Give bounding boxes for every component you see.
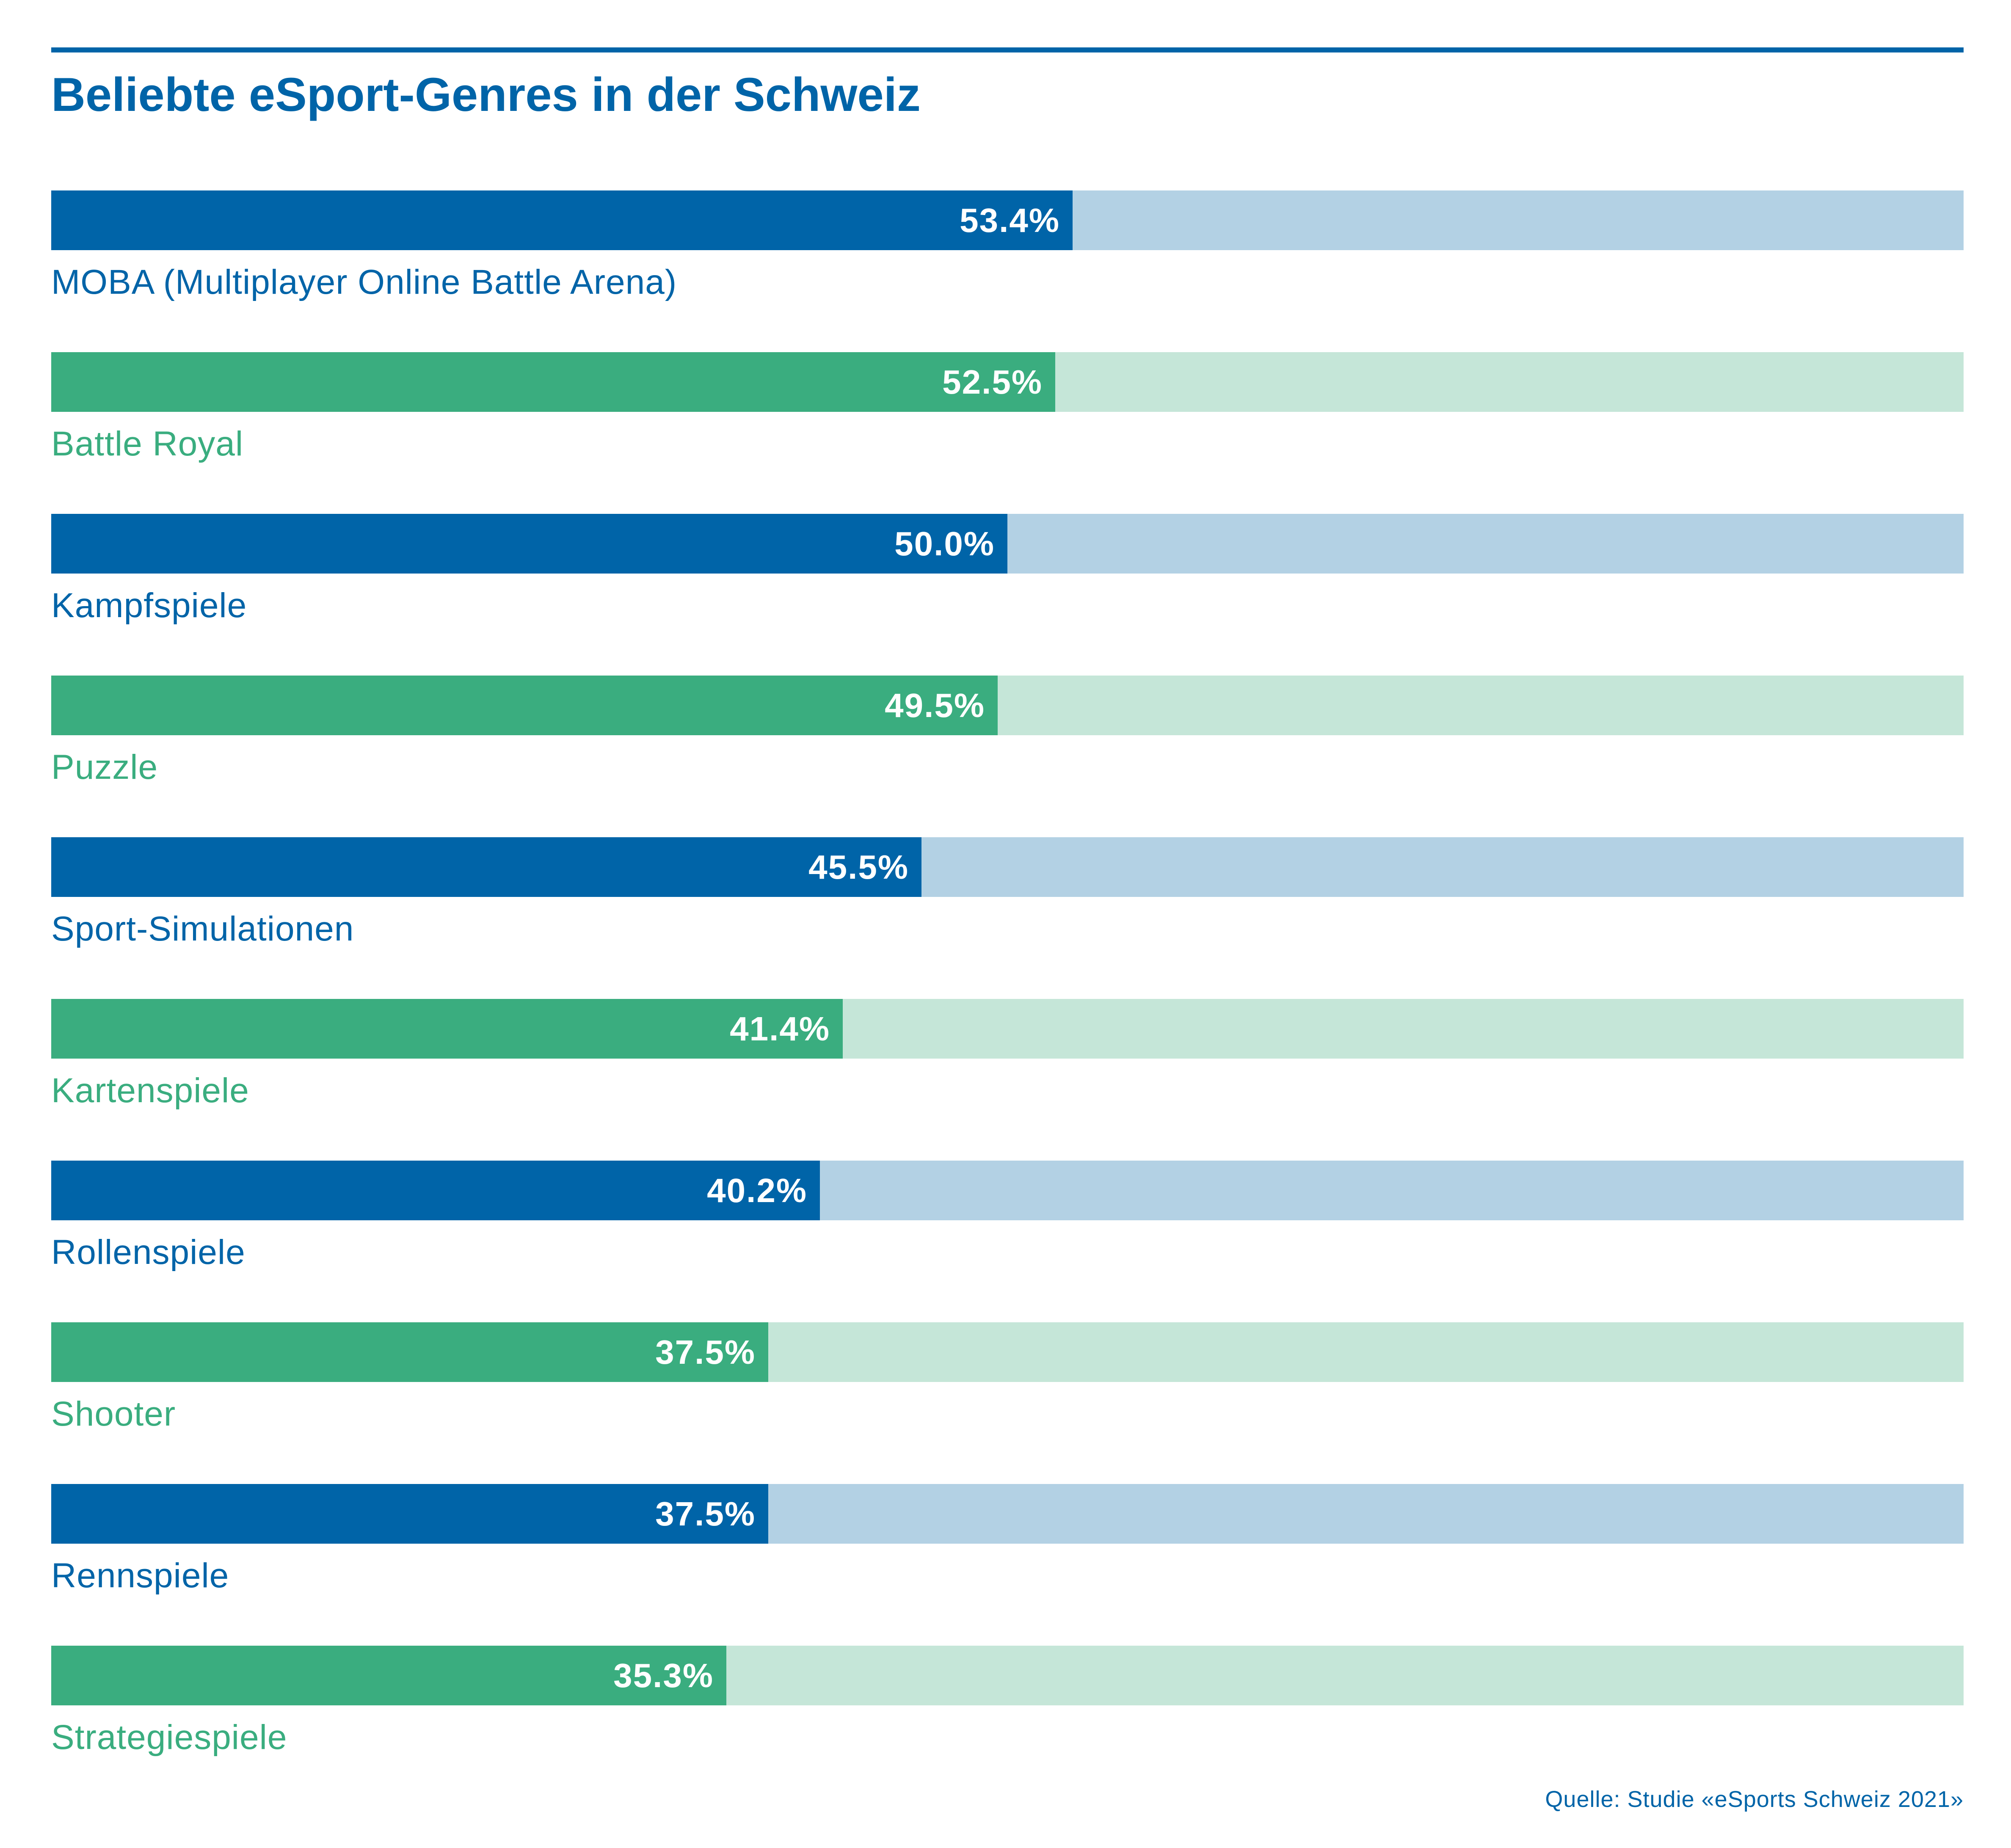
category-label: Strategiespiele: [51, 1718, 287, 1757]
bar-row: 49.5% Puzzle: [51, 676, 1964, 837]
bar: [51, 1646, 726, 1705]
bar-row: 37.5% Shooter: [51, 1322, 1964, 1484]
bar: [51, 1322, 768, 1382]
bar-value-label: 37.5%: [655, 1333, 756, 1371]
title-rule: [51, 47, 1964, 52]
bar-row: 53.4% MOBA (Multiplayer Online Battle Are…: [51, 190, 1964, 352]
bar-row: 37.5% Rennspiele: [51, 1484, 1964, 1646]
bar-row: 52.5% Battle Royal: [51, 352, 1964, 514]
bar-row: 41.4% Kartenspiele: [51, 999, 1964, 1161]
bar-value-label: 40.2%: [707, 1172, 807, 1209]
bar-value-label: 53.4%: [960, 201, 1060, 239]
bar-value-label: 41.4%: [730, 1010, 830, 1048]
category-label: Kampfspiele: [51, 586, 247, 625]
bar-value-label: 35.3%: [613, 1657, 714, 1694]
bar: [51, 676, 998, 735]
category-label: Sport-Simulationen: [51, 910, 354, 948]
category-label: Kartenspiele: [51, 1071, 249, 1110]
bar-value-label: 52.5%: [942, 363, 1043, 401]
bar: [51, 1484, 768, 1544]
bar-row: 35.3% Strategiespiele: [51, 1646, 1964, 1807]
bar-value-label: 49.5%: [885, 687, 985, 724]
bar: [51, 352, 1055, 412]
category-label: Puzzle: [51, 748, 158, 786]
category-label: Rennspiele: [51, 1556, 229, 1595]
bar-row: 45.5% Sport-Simulationen: [51, 837, 1964, 999]
bar: [51, 190, 1073, 250]
bar: [51, 514, 1007, 574]
bar-value-label: 50.0%: [894, 525, 995, 563]
category-label: Rollenspiele: [51, 1233, 246, 1272]
bar-value-label: 45.5%: [808, 848, 909, 886]
chart-title: Beliebte eSport-Genres in der Schweiz: [51, 68, 921, 121]
bar: [51, 999, 843, 1059]
category-label: MOBA (Multiplayer Online Battle Arena): [51, 263, 677, 301]
source-note: Quelle: Studie «eSports Schweiz 2021»: [1545, 1787, 1964, 1812]
category-label: Battle Royal: [51, 425, 244, 463]
bar-row: 40.2% Rollenspiele: [51, 1161, 1964, 1322]
bar: [51, 1161, 820, 1220]
category-label: Shooter: [51, 1395, 176, 1433]
bar-value-label: 37.5%: [655, 1495, 756, 1533]
bar: [51, 837, 921, 897]
bar-row: 50.0% Kampfspiele: [51, 514, 1964, 676]
